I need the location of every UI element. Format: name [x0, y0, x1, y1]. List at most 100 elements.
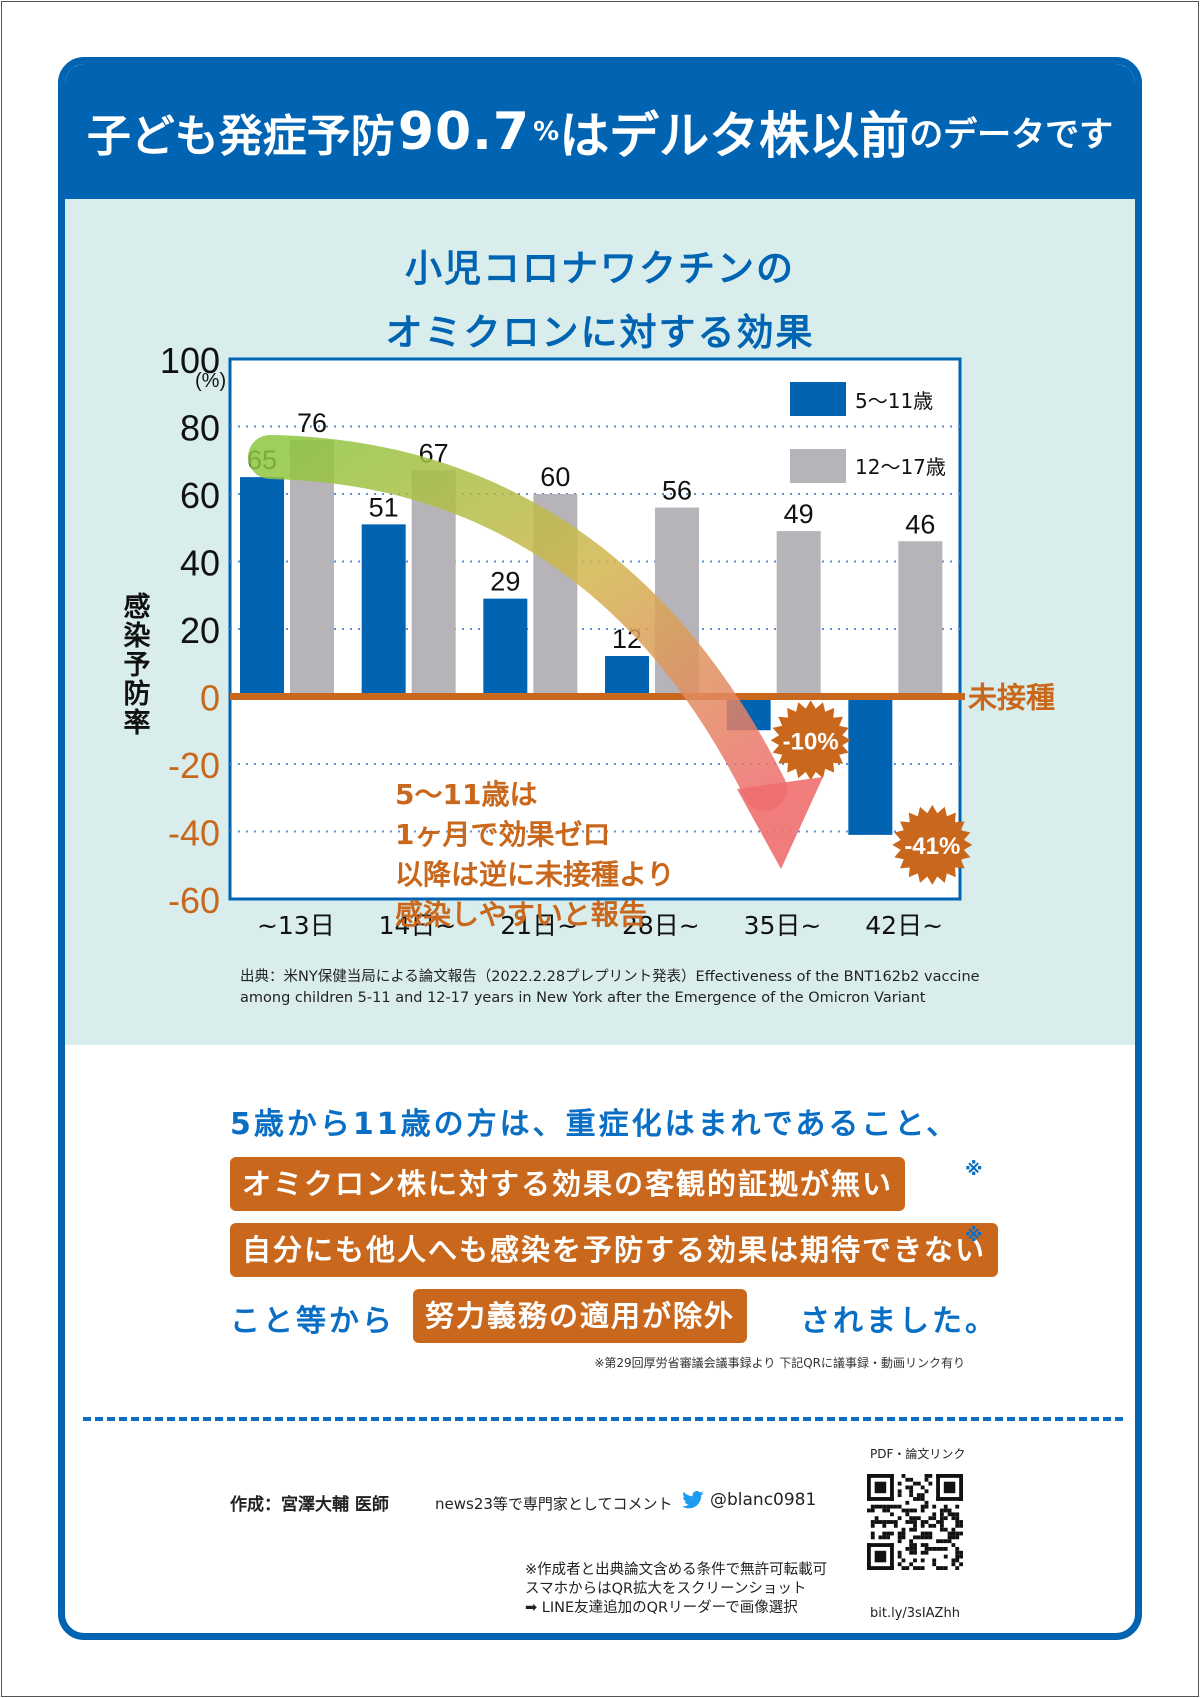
qr-module	[943, 1539, 948, 1544]
header-text-1: 子ども発症予防	[86, 110, 395, 162]
chart-annotation-line: 感染しやすいと報告	[395, 898, 647, 931]
qr-module	[913, 1527, 917, 1532]
qr-module	[943, 1516, 948, 1521]
qr-module	[916, 1481, 921, 1486]
qr-module	[924, 1543, 929, 1547]
qr-module	[916, 1566, 921, 1570]
qr-module	[936, 1566, 940, 1570]
qr-module	[920, 1520, 925, 1524]
qr-module	[955, 1516, 960, 1521]
header-text-2: はデルタ株以前	[559, 106, 910, 165]
bar-5-11	[361, 524, 406, 697]
qr-module	[920, 1504, 925, 1509]
qr-module	[905, 1508, 910, 1513]
x-tick-label: 14日~	[379, 911, 457, 940]
qr-module	[890, 1512, 894, 1517]
trend-arrow-head	[737, 777, 823, 869]
qr-module	[932, 1504, 937, 1509]
qr-module	[870, 1508, 875, 1513]
qr-module	[897, 1550, 902, 1555]
qr-module	[943, 1527, 948, 1532]
qr-module	[939, 1546, 944, 1551]
y-tick-label: 60	[180, 475, 220, 516]
x-tick-label: 35日~	[744, 911, 822, 940]
qr-module	[932, 1523, 937, 1528]
qr-module	[882, 1523, 887, 1528]
qr-module	[955, 1554, 960, 1559]
y-tick-label: -20	[168, 745, 220, 786]
x-tick-label: 42日~	[865, 911, 943, 940]
data-label-5-11: 51	[369, 492, 399, 522]
summary-footnote: ※第29回厚労省審議会議事録より 下記QRに議事録・動画リンク有り	[594, 1356, 965, 1370]
starburst-badge	[770, 700, 851, 781]
bar-5-11	[483, 598, 528, 697]
author-comment: news23等で専門家としてコメント	[435, 1495, 673, 1513]
qr-module	[882, 1535, 887, 1540]
qr-module	[955, 1550, 960, 1555]
qr-module	[932, 1516, 937, 1521]
qr-module	[939, 1520, 944, 1524]
y-axis-label-char: 率	[124, 707, 151, 739]
qr-module	[955, 1523, 960, 1528]
y-unit-label: (%)	[195, 370, 226, 392]
qr-module	[955, 1558, 960, 1563]
qr-finder	[959, 1474, 963, 1501]
qr-module	[928, 1546, 933, 1551]
legend-label-12-17: 12〜17歳	[855, 455, 946, 479]
qr-module	[913, 1497, 917, 1501]
qr-module	[870, 1504, 875, 1509]
qr-module	[939, 1566, 944, 1570]
qr-module	[959, 1550, 963, 1555]
qr-module	[897, 1481, 902, 1486]
qr-module	[901, 1508, 906, 1513]
data-label-12-17: 60	[540, 462, 570, 492]
y-tick-label: 0	[200, 678, 220, 719]
qr-module	[928, 1481, 933, 1486]
qr-module	[905, 1566, 910, 1570]
dashed-divider	[83, 1417, 1123, 1421]
y-tick-label: 40	[180, 543, 220, 584]
summary-line1: 5歳から11歳の方は、重症化はまれであること、	[230, 1107, 960, 1142]
legend-swatch-12-17	[790, 449, 846, 483]
chart-title: 小児コロナワクチンの オミクロンに対する効果	[65, 237, 1135, 365]
chart-panel: 小児コロナワクチンの オミクロンに対する効果 100 80 60 40 20 0 -20 -4…	[65, 199, 1135, 1045]
source-line1: 出典：米NY保健当局による論文報告（2022.2.28プレプリント発表）Effe…	[240, 969, 980, 985]
twitter-link[interactable]: @blanc0981	[682, 1490, 816, 1510]
qr-module	[955, 1566, 960, 1570]
qr-finder	[874, 1481, 887, 1494]
qr-module	[928, 1535, 933, 1540]
qr-module	[924, 1489, 929, 1494]
summary-line4-prefix: こと等から	[230, 1304, 395, 1339]
qr-module	[939, 1539, 944, 1544]
qr-module	[913, 1543, 917, 1547]
qr-module	[909, 1550, 914, 1555]
bar-12-17	[898, 541, 943, 697]
pdf-link-label: PDF・論文リンク	[870, 1447, 966, 1461]
qr-module	[913, 1523, 917, 1528]
qr-module	[893, 1520, 898, 1524]
qr-module	[905, 1477, 910, 1482]
qr-module	[886, 1535, 891, 1540]
qr-module	[897, 1554, 902, 1559]
qr-module	[870, 1535, 875, 1540]
qr-module	[951, 1512, 956, 1517]
qr-module	[916, 1493, 921, 1498]
note-line-3: ➡ LINE友達追加のQRリーダーで画像選択	[525, 1600, 798, 1616]
qr-module	[924, 1546, 929, 1551]
qr-module	[913, 1481, 917, 1486]
qr-module	[955, 1531, 960, 1536]
qr-module	[870, 1531, 875, 1536]
qr-module	[916, 1535, 921, 1540]
chart-annotation-line: 1ヶ月で効果ゼロ	[395, 818, 610, 851]
qr-module	[959, 1554, 963, 1559]
qr-module	[874, 1520, 879, 1524]
header-text-3: のデータです	[909, 115, 1114, 155]
summary-box-evidence: オミクロン株に対する効果の客観的証拠が無い	[230, 1157, 906, 1211]
qr-module	[913, 1550, 917, 1555]
qr-finder	[943, 1481, 956, 1494]
qr-module	[897, 1489, 902, 1494]
short-url[interactable]: bit.ly/3sIAZhh	[870, 1606, 960, 1621]
qr-finder	[890, 1474, 894, 1501]
y-axis-label-char: 染	[124, 621, 151, 652]
qr-code[interactable]	[867, 1474, 963, 1570]
